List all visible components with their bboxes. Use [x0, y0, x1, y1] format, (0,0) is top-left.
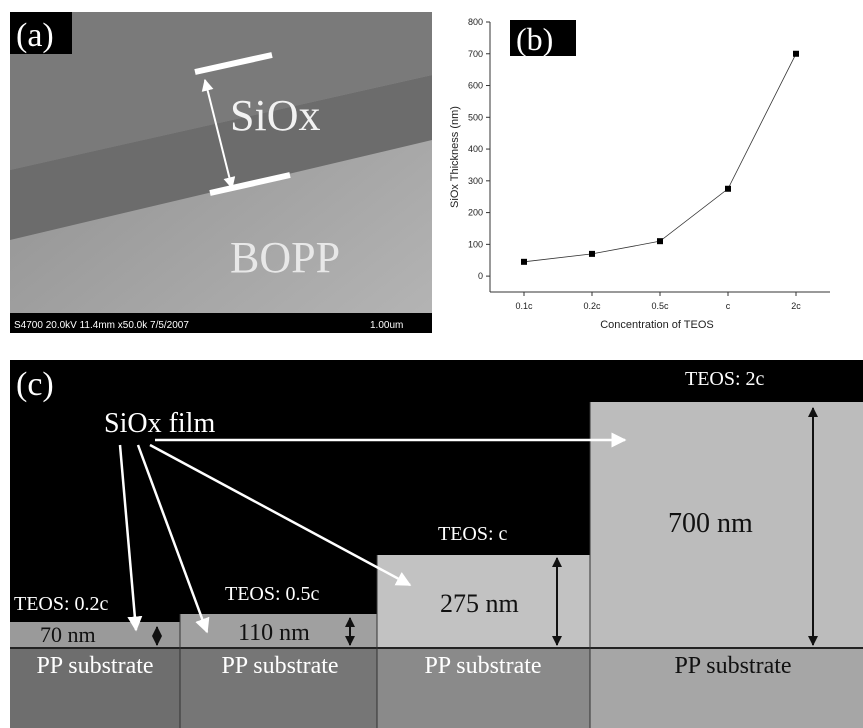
scale-label: 1.00um: [370, 320, 403, 331]
panel-a: SiOx BOPP S4700 20.0kV 11.4mm x50.0k 7/5…: [10, 12, 432, 333]
data-point: [657, 238, 663, 244]
x-tick-label: 2c: [791, 301, 801, 311]
panel-label: (a): [16, 17, 54, 54]
thickness-label: 70 nm: [40, 622, 96, 647]
data-point: [793, 51, 799, 57]
substrate-label: PP substrate: [36, 653, 153, 679]
y-axis-label: SiOx Thickness (nm): [449, 106, 461, 208]
y-tick-label: 600: [468, 81, 483, 91]
thickness-label: 110 nm: [238, 620, 310, 646]
y-tick-label: 500: [468, 112, 483, 122]
data-point: [589, 251, 595, 257]
substrate-label: BOPP: [230, 233, 340, 282]
thickness-label: 275 nm: [440, 589, 519, 618]
data-point: [725, 186, 731, 192]
panel-b: (b) Concentration of TEOS SiOx Thickness…: [449, 17, 830, 331]
panel-label: (b): [516, 21, 553, 57]
substrate-label: PP substrate: [221, 653, 338, 679]
series-line: [524, 54, 796, 262]
y-tick-label: 800: [468, 17, 483, 27]
y-tick-label: 700: [468, 49, 483, 59]
x-tick-label: c: [726, 301, 731, 311]
thickness-label: 700 nm: [668, 508, 753, 539]
teos-label: TEOS: 0.2c: [14, 593, 109, 615]
panel-c: (c) SiOx film TEOS: 0.2c 70 nm PP substr…: [10, 360, 863, 728]
teos-label: TEOS: 0.5c: [225, 583, 320, 605]
film-label: SiOx film: [104, 408, 215, 439]
y-tick-label: 0: [478, 271, 483, 281]
y-tick-label: 400: [468, 144, 483, 154]
x-tick-label: 0.1c: [515, 301, 533, 311]
x-axis-label: Concentration of TEOS: [600, 319, 714, 331]
y-tick-label: 200: [468, 208, 483, 218]
y-tick-label: 100: [468, 239, 483, 249]
substrate-label: PP substrate: [424, 653, 541, 679]
x-tick-label: 0.5c: [651, 301, 669, 311]
y-tick-label: 300: [468, 176, 483, 186]
substrate-label: PP substrate: [674, 653, 791, 679]
teos-label: TEOS: 2c: [685, 368, 765, 390]
teos-label: TEOS: c: [438, 523, 508, 545]
film-label: SiOx: [230, 91, 320, 140]
x-tick-label: 0.2c: [583, 301, 601, 311]
panel-label: (c): [16, 366, 54, 403]
figure: SiOx BOPP S4700 20.0kV 11.4mm x50.0k 7/5…: [0, 0, 863, 728]
data-point: [521, 259, 527, 265]
info-text: S4700 20.0kV 11.4mm x50.0k 7/5/2007: [14, 320, 189, 331]
